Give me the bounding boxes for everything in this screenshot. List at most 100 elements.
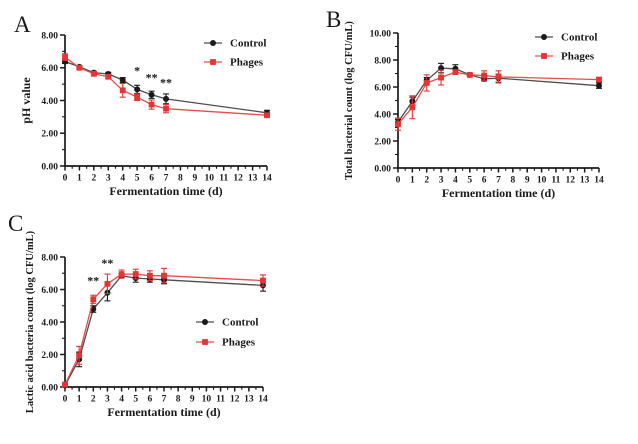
data-point-marker — [148, 101, 155, 108]
y-tick-label: 4.00 — [41, 97, 58, 107]
data-point-marker — [260, 277, 266, 284]
y-tick-label: 2.00 — [374, 137, 391, 147]
x-tick-label: 8 — [178, 174, 183, 184]
legend: Control Phages — [204, 38, 266, 69]
x-tick-label: 4 — [120, 174, 125, 184]
x-tick-label: 5 — [135, 174, 140, 184]
legend-marker — [202, 319, 208, 325]
y-tick-label: 6.00 — [41, 286, 58, 296]
x-tick-label: 9 — [190, 395, 195, 405]
x-tick-label: 3 — [106, 174, 111, 184]
x-axis-title: Fermentation time (d) — [107, 405, 220, 419]
significance-annotation: ** — [101, 256, 113, 270]
x-tick-label: 5 — [133, 395, 138, 405]
y-axis-title: Lactic acid bacteria count (log CFU/mL) — [25, 230, 36, 413]
x-tick-label: 13 — [248, 174, 258, 184]
significance-annotation: ** — [87, 274, 99, 288]
data-point-marker — [132, 271, 139, 277]
chart-lactic-acid-bacteria-count: 0.002.004.006.008.000 1 2 3 4 5 6 7 8 9 10 11 12 13 14… — [25, 230, 268, 419]
x-tick-label: 6 — [482, 176, 487, 186]
legend-marker — [210, 59, 216, 65]
data-point-marker — [146, 272, 153, 279]
data-point-marker — [76, 352, 83, 359]
y-tick-label: 0.00 — [374, 164, 391, 174]
data-point-marker — [104, 280, 111, 287]
x-tick-label: 10 — [537, 176, 547, 186]
chart-ph-value: 0.002.004.006.008.000 1 2 3 4 5 6 7 8 9 10 11 12 13 14… — [19, 31, 272, 198]
x-tick-label: 0 — [63, 395, 68, 405]
y-tick-label: 2.00 — [41, 351, 58, 361]
x-axis-title: Fermentation time (d) — [109, 184, 222, 198]
x-tick-label: 11 — [216, 395, 225, 405]
series-phages — [395, 69, 602, 131]
legend-marker — [210, 40, 216, 46]
legend-label: Phages — [561, 51, 595, 63]
y-tick-label: 10.00 — [370, 29, 392, 39]
data-point-marker — [466, 71, 473, 78]
x-tick-label: 10 — [202, 395, 212, 405]
legend: Control Phages — [535, 32, 597, 63]
data-point-marker — [90, 70, 97, 77]
series-line — [64, 273, 264, 385]
significance-annotation: ** — [160, 76, 172, 90]
x-axis-ticks: 0 1 2 3 4 5 6 7 8 9 10 11 12 13 14 — [63, 387, 268, 405]
x-tick-label: 11 — [219, 174, 228, 184]
legend-label: Phages — [222, 337, 256, 349]
legend-marker — [541, 34, 547, 40]
y-tick-label: 2.00 — [41, 130, 58, 140]
data-point-marker — [62, 381, 68, 388]
x-tick-label: 7 — [164, 174, 169, 184]
legend-marker — [541, 53, 547, 59]
x-tick-label: 3 — [439, 176, 444, 186]
y-tick-label: 6.00 — [41, 64, 58, 74]
y-tick-label: 8.00 — [41, 31, 58, 41]
data-point-marker — [161, 272, 167, 279]
x-tick-label: 2 — [424, 176, 429, 186]
legend-marker — [202, 339, 208, 345]
data-point-marker — [409, 104, 416, 111]
data-point-marker — [119, 87, 126, 94]
data-point-marker — [90, 296, 97, 303]
series-control — [62, 272, 266, 389]
x-tick-label: 1 — [77, 395, 82, 405]
data-point-marker — [134, 86, 141, 93]
y-axis-title: pH value — [19, 77, 33, 124]
x-tick-label: 14 — [594, 176, 604, 186]
legend-label: Control — [230, 38, 266, 50]
data-point-marker — [264, 112, 270, 119]
data-point-marker — [596, 82, 602, 89]
x-tick-label: 10 — [205, 174, 215, 184]
legend: Control Phages — [196, 317, 258, 349]
data-point-marker — [134, 94, 141, 101]
y-axis-ticks: 0.00 2.00 4.00 6.00 8.00 10.00 — [370, 29, 398, 174]
x-tick-label: 11 — [551, 176, 560, 186]
x-tick-label: 8 — [510, 176, 515, 186]
data-point-marker — [105, 73, 112, 80]
legend-label: Phages — [230, 57, 264, 69]
data-point-marker — [395, 121, 401, 128]
data-point-marker — [148, 91, 155, 98]
data-point-marker — [76, 64, 83, 71]
x-tick-label: 4 — [119, 395, 124, 405]
x-tick-label: 0 — [396, 176, 401, 186]
x-axis-ticks: 0 1 2 3 4 5 6 7 8 9 10 11 12 13 14 — [396, 168, 604, 186]
y-tick-label: 8.00 — [41, 253, 58, 263]
y-tick-label: 4.00 — [41, 318, 58, 328]
x-tick-label: 8 — [176, 395, 181, 405]
data-point-marker — [438, 74, 444, 81]
data-point-marker — [62, 54, 68, 61]
x-tick-label: 3 — [105, 395, 110, 405]
series-phages — [62, 53, 270, 119]
panel-label-c: C — [8, 211, 24, 236]
x-tick-label: 7 — [162, 395, 167, 405]
legend-label: Control — [222, 317, 258, 329]
x-tick-label: 13 — [580, 176, 590, 186]
x-axis-ticks: 0 1 2 3 4 5 6 7 8 9 10 11 12 13 14 — [63, 166, 272, 184]
x-tick-label: 14 — [258, 395, 268, 405]
x-tick-label: 13 — [244, 395, 254, 405]
x-tick-label: 6 — [147, 395, 152, 405]
x-tick-label: 2 — [91, 395, 96, 405]
panel-label-a: A — [14, 12, 31, 37]
series-line — [64, 274, 264, 386]
